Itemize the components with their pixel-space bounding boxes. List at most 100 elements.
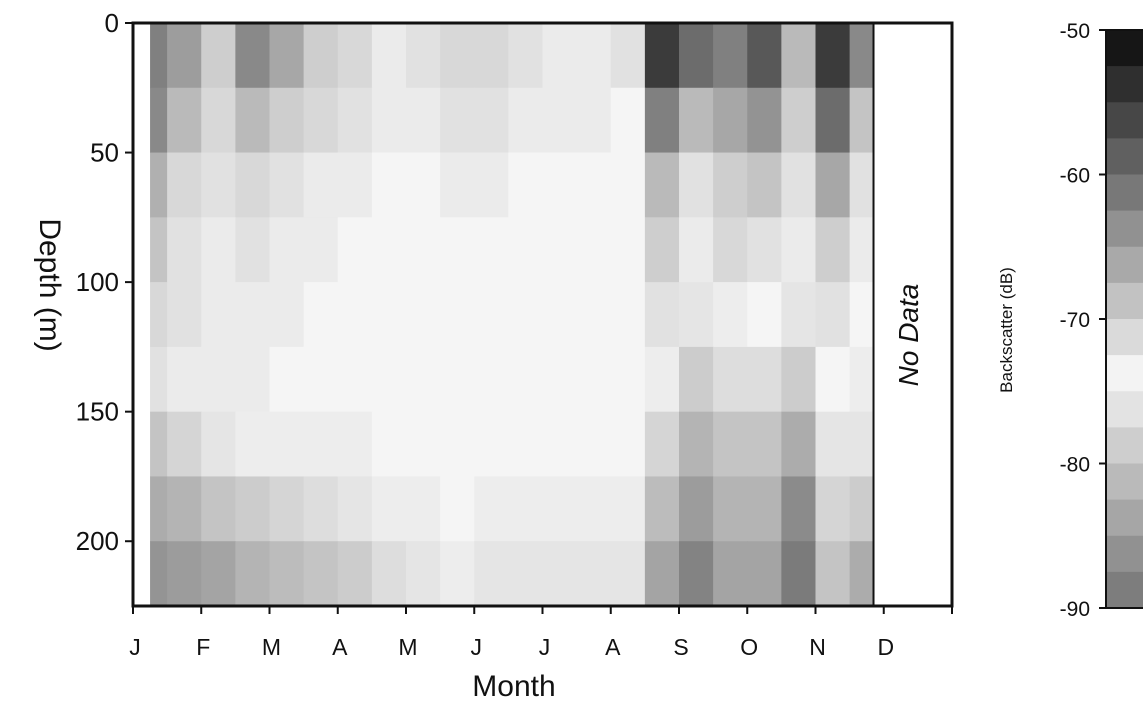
- heatmap-cell: [150, 411, 168, 478]
- heatmap-cell: [303, 152, 339, 218]
- heatmap-cell: [542, 23, 578, 89]
- heatmap-cell: [610, 282, 646, 348]
- heatmap-cell: [337, 23, 373, 89]
- y-tick-label: 200: [76, 526, 119, 556]
- heatmap-cell: [337, 346, 373, 413]
- heatmap-cell: [849, 87, 875, 154]
- heatmap-cell: [610, 541, 646, 607]
- heatmap-cell: [542, 87, 578, 154]
- heatmap-cell: [167, 152, 202, 218]
- heatmap-cell: [644, 217, 680, 283]
- y-tick-label: 100: [76, 267, 119, 297]
- heatmap-cell: [303, 411, 339, 478]
- heatmap-cell: [167, 411, 202, 478]
- colorbar-swatch: [1106, 463, 1143, 501]
- x-axis-label: Month: [472, 670, 555, 703]
- heatmap-cell: [201, 541, 236, 607]
- heatmap-cell: [610, 411, 646, 478]
- heatmap-cell: [337, 411, 373, 478]
- x-tick-label: J: [539, 634, 551, 660]
- heatmap-cell: [371, 411, 407, 478]
- heatmap-cell: [679, 411, 714, 478]
- heatmap-cell: [747, 541, 782, 607]
- heatmap-cell: [150, 217, 168, 283]
- x-tick-label: O: [740, 634, 758, 660]
- heatmap-cell: [150, 152, 168, 218]
- heatmap-cell: [815, 346, 851, 413]
- heatmap-cell: [371, 152, 407, 218]
- heatmap-cell: [371, 541, 407, 607]
- heatmap-cell: [849, 23, 875, 89]
- heatmap-cell: [167, 541, 202, 607]
- heatmap-cell: [747, 152, 782, 218]
- heatmap-cell: [406, 541, 441, 607]
- heatmap-cell: [644, 23, 680, 89]
- heatmap-cell: [440, 411, 475, 478]
- heatmap-cell: [269, 346, 305, 413]
- heatmap-cell: [235, 87, 271, 154]
- x-tick-label: S: [673, 634, 688, 660]
- heatmap-cell: [406, 411, 441, 478]
- heatmap-cell: [815, 282, 851, 348]
- x-tick-label: A: [605, 634, 621, 660]
- heatmap-cell: [542, 152, 578, 218]
- heatmap-cell: [269, 476, 305, 542]
- heatmap-cell: [371, 217, 407, 283]
- heatmap-cell: [440, 282, 475, 348]
- heatmap-cell: [542, 541, 578, 607]
- heatmap-cell: [235, 346, 271, 413]
- heatmap-cell: [508, 541, 544, 607]
- heatmap-cell: [713, 282, 748, 348]
- heatmap-cell: [474, 217, 509, 283]
- heatmap-cell: [610, 23, 646, 89]
- heatmap-cell: [201, 152, 236, 218]
- heatmap-cell: [371, 23, 407, 89]
- heatmap-cell: [235, 152, 271, 218]
- heatmap-cell: [201, 87, 236, 154]
- heatmap-cell: [644, 476, 680, 542]
- heatmap-cell: [815, 23, 851, 89]
- heatmap-cell: [781, 87, 817, 154]
- heatmap-cell: [337, 217, 373, 283]
- heatmap-cell: [235, 282, 271, 348]
- x-tick-label: M: [262, 634, 281, 660]
- no-data-label: No Data: [893, 284, 924, 387]
- heatmap-cell: [747, 346, 782, 413]
- heatmap-cell: [644, 411, 680, 478]
- heatmap-cell: [815, 411, 851, 478]
- colorbar-swatch: [1106, 138, 1143, 175]
- heatmap: [150, 23, 875, 607]
- colorbar-swatch: [1106, 210, 1143, 248]
- heatmap-cell: [781, 346, 817, 413]
- heatmap-cell: [815, 87, 851, 154]
- heatmap-cell: [542, 346, 578, 413]
- heatmap-cell: [576, 282, 612, 348]
- heatmap-cell: [849, 346, 875, 413]
- heatmap-cell: [610, 476, 646, 542]
- heatmap-cell: [644, 541, 680, 607]
- heatmap-cell: [303, 87, 339, 154]
- heatmap-cell: [679, 87, 714, 154]
- colorbar-swatch: [1106, 30, 1143, 67]
- heatmap-cell: [542, 411, 578, 478]
- heatmap-cell: [167, 23, 202, 89]
- heatmap-cell: [406, 87, 441, 154]
- heatmap-cell: [269, 152, 305, 218]
- heatmap-cell: [371, 282, 407, 348]
- heatmap-cell: [644, 346, 680, 413]
- colorbar-tick-label: -80: [1060, 454, 1090, 477]
- heatmap-cell: [713, 152, 748, 218]
- y-axis-label: Depth (m): [33, 218, 66, 351]
- heatmap-cell: [542, 476, 578, 542]
- heatmap-cell: [781, 152, 817, 218]
- heatmap-cell: [474, 87, 509, 154]
- heatmap-cell: [610, 346, 646, 413]
- heatmap-cell: [150, 23, 168, 89]
- heatmap-cell: [269, 217, 305, 283]
- heatmap-cell: [406, 152, 441, 218]
- y-tick-label: 150: [76, 397, 119, 427]
- x-tick-label: J: [129, 634, 141, 660]
- heatmap-cell: [576, 87, 612, 154]
- heatmap-cell: [150, 282, 168, 348]
